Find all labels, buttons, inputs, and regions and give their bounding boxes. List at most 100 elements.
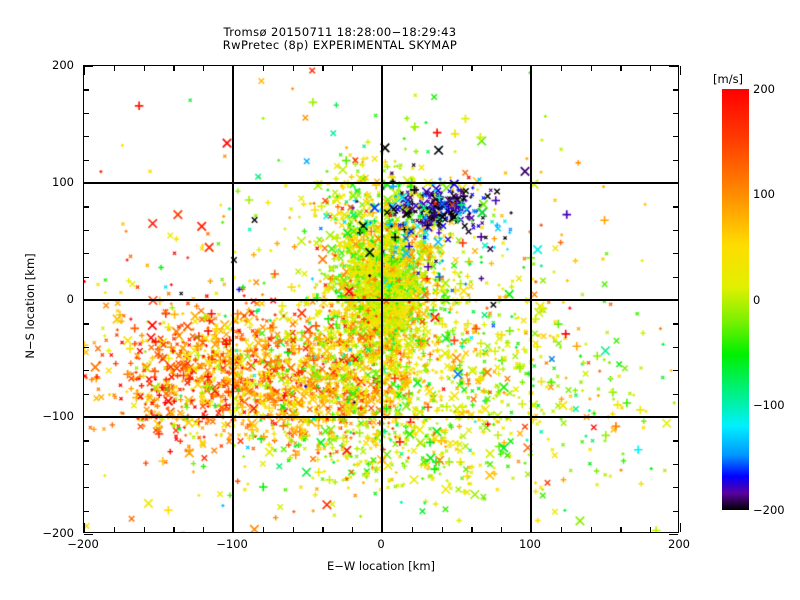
gridline-vertical [530, 66, 532, 532]
y-axis-title: N−S location [km] [23, 253, 37, 359]
tick-mark [352, 66, 354, 71]
tick-mark [84, 276, 89, 278]
tick-mark [669, 66, 678, 68]
tick-mark [84, 463, 89, 466]
tick-mark [673, 370, 678, 372]
y-tick-label: 0 [66, 292, 74, 306]
tick-mark [113, 66, 116, 71]
tick-mark [673, 463, 678, 466]
tick-mark [84, 300, 93, 302]
tick-mark [113, 527, 116, 532]
tick-mark [292, 66, 294, 71]
tick-mark [84, 487, 89, 489]
tick-mark [173, 527, 175, 532]
tick-mark [352, 527, 354, 532]
tick-mark [84, 66, 93, 68]
tick-mark [262, 527, 265, 532]
tick-mark [669, 300, 678, 302]
tick-mark [292, 527, 294, 532]
tick-mark [650, 66, 652, 71]
gridline-vertical [381, 66, 383, 532]
tick-mark [501, 527, 503, 532]
tick-mark [471, 66, 473, 71]
tick-mark [560, 66, 563, 71]
title-line-2: RwPretec (8p) EXPERIMENTAL SKYMAP [222, 38, 458, 52]
scatter-canvas [84, 66, 678, 532]
y-tick-labels: −200 −100 0 100 200 [0, 0, 78, 600]
y-tick-label: −100 [42, 409, 74, 423]
tick-mark [84, 323, 89, 325]
tick-mark [673, 206, 678, 208]
tick-mark [84, 393, 89, 395]
tick-mark [673, 393, 678, 395]
tick-mark [680, 66, 682, 75]
tick-mark [673, 112, 678, 115]
tick-mark [680, 523, 682, 532]
x-axis-title: E−W location [km] [326, 559, 436, 573]
tick-mark [673, 89, 678, 91]
tick-mark [262, 66, 265, 71]
tick-mark [84, 89, 89, 91]
colorbar-tick-label: 200 [753, 82, 775, 96]
colorbar-tick-label: 0 [753, 292, 761, 307]
tick-mark [382, 523, 384, 532]
plot-area [83, 65, 682, 536]
figure-title: Tromsø 20150711 18:28:00−18:29:43 RwPret… [0, 26, 680, 52]
y-tick-label: 100 [52, 175, 74, 189]
x-tick-label: −100 [216, 537, 248, 551]
tick-mark [560, 527, 563, 532]
tick-mark [84, 534, 93, 536]
gridline-horizontal [84, 182, 678, 184]
tick-mark [673, 487, 678, 489]
tick-mark [673, 440, 678, 442]
tick-mark [669, 417, 678, 419]
tick-mark [233, 523, 235, 532]
colorbar-tick-label: 100 [753, 187, 775, 202]
x-tick-label: 0 [377, 537, 385, 551]
tick-mark [673, 276, 678, 278]
tick-mark [143, 527, 145, 532]
tick-mark [322, 527, 324, 532]
scatter-layer [84, 66, 678, 532]
tick-mark [84, 229, 89, 232]
tick-mark [673, 510, 678, 512]
tick-mark [233, 66, 235, 75]
tick-mark [531, 66, 533, 75]
tick-mark [411, 66, 414, 71]
tick-mark [84, 440, 89, 442]
x-tick-label: 200 [668, 537, 690, 551]
tick-mark [173, 66, 175, 71]
tick-mark [673, 253, 678, 255]
colorbar-units-label: [m/s] [713, 72, 744, 86]
x-tick-label: 100 [519, 537, 541, 551]
y-tick-label: −200 [42, 526, 74, 540]
tick-mark [531, 523, 533, 532]
gridline-vertical [232, 66, 234, 532]
tick-mark [501, 66, 503, 71]
tick-mark [673, 159, 678, 161]
colorbar-tick-label: −200 [753, 503, 785, 517]
tick-mark [322, 66, 324, 71]
tick-mark [441, 66, 443, 71]
tick-mark [84, 253, 89, 255]
tick-mark [84, 346, 89, 349]
tick-mark [143, 66, 145, 71]
tick-mark [84, 523, 86, 532]
tick-mark [84, 159, 89, 161]
tick-mark [471, 527, 473, 532]
tick-mark [84, 183, 93, 185]
tick-mark [84, 206, 89, 208]
tick-mark [382, 66, 384, 75]
tick-mark [203, 66, 205, 71]
tick-mark [673, 136, 678, 138]
x-tick-label: −200 [67, 537, 99, 551]
tick-mark [673, 346, 678, 349]
tick-mark [203, 527, 205, 532]
gridline-horizontal [84, 299, 678, 301]
gridline-horizontal [84, 416, 678, 418]
tick-mark [669, 183, 678, 185]
tick-mark [590, 66, 592, 71]
tick-mark [84, 510, 89, 512]
colorbar-tick-label: −100 [753, 397, 785, 412]
